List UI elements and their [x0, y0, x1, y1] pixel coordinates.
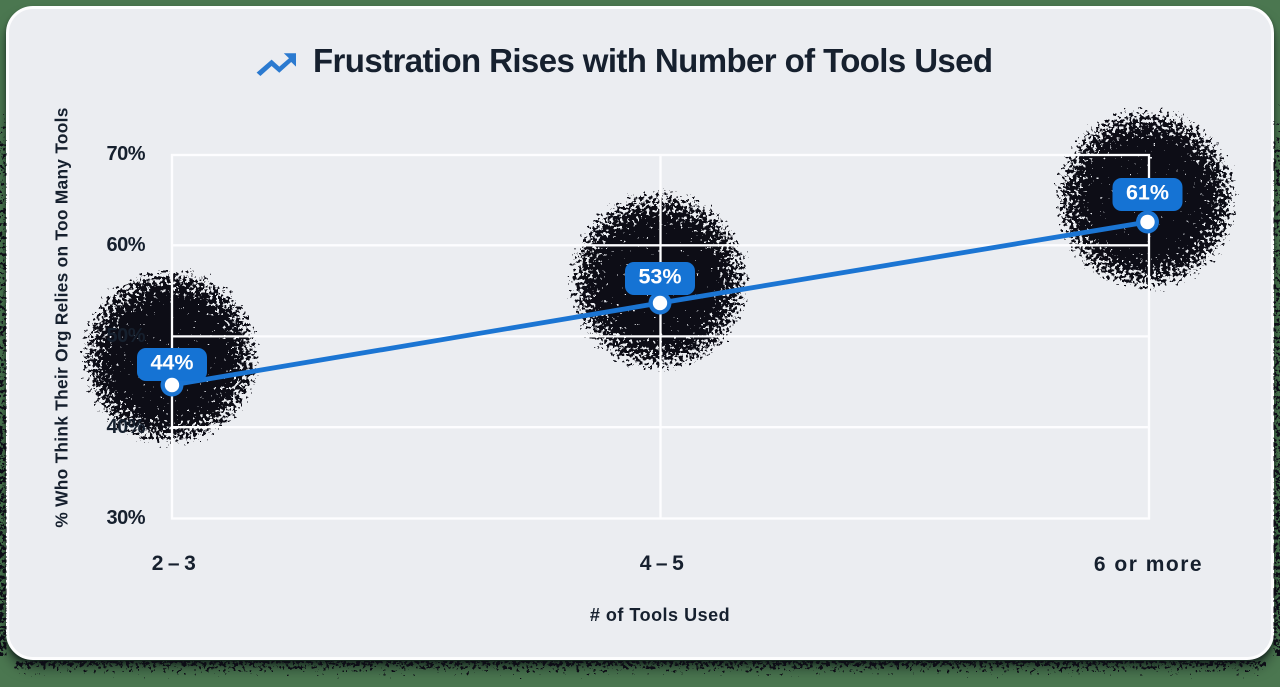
svg-text:44%: 44% — [150, 351, 193, 375]
svg-text:53%: 53% — [638, 265, 681, 289]
svg-text:61%: 61% — [1126, 181, 1169, 205]
